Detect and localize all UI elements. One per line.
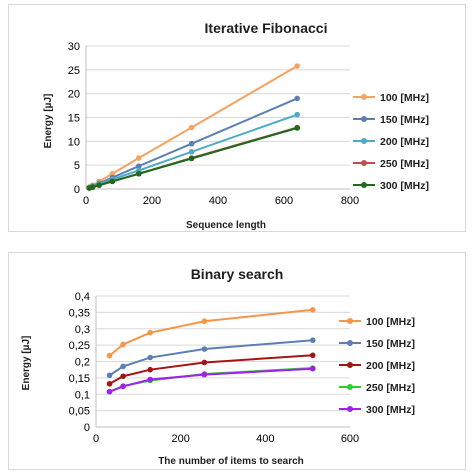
x-tick-label: 0 [83, 195, 89, 207]
legend-swatch-marker [347, 340, 353, 346]
y-tick-label: 0,15 [69, 373, 90, 385]
x-tick-label: 600 [341, 433, 359, 445]
chart-title: Binary search [191, 266, 284, 282]
data-point [106, 372, 113, 379]
data-point [309, 365, 316, 372]
legend-swatch-marker [347, 384, 353, 390]
data-point [201, 346, 208, 352]
data-point [109, 178, 116, 185]
data-point [147, 366, 153, 373]
binary-search-chart-panel: Binary search The number of items to sea… [8, 252, 466, 470]
legend-swatch-marker [361, 138, 367, 144]
y-tick-label: 0 [74, 184, 80, 196]
data-point [120, 363, 126, 370]
data-point [188, 155, 195, 162]
legend-swatch-marker [347, 406, 353, 412]
data-point [188, 124, 195, 131]
legend-label: 100 [MHz] [366, 316, 415, 328]
y-tick-label: 0,2 [75, 357, 90, 369]
data-point [188, 149, 195, 155]
legend-label: 250 [MHz] [380, 158, 429, 170]
binary-search-chart: Binary search The number of items to sea… [21, 266, 415, 467]
data-point [136, 170, 142, 177]
chart-title: Iterative Fibonacci [205, 20, 328, 36]
data-point [106, 352, 113, 359]
legend-label: 250 [MHz] [366, 382, 415, 394]
legend-swatch-marker [361, 116, 367, 122]
y-tick-label: 10 [68, 136, 80, 148]
data-point [294, 125, 301, 131]
data-point [120, 383, 126, 390]
data-point [294, 63, 301, 69]
y-axis-label: Energy [µJ] [21, 336, 32, 391]
data-point [120, 373, 126, 380]
y-tick-label: 25 [68, 65, 80, 77]
y-tick-label: 20 [68, 89, 80, 101]
data-point [106, 388, 113, 395]
legend-label: 200 [MHz] [366, 360, 415, 372]
legend-label: 150 [MHz] [380, 114, 429, 126]
y-tick-label: 0,25 [69, 340, 90, 352]
x-tick-label: 800 [341, 195, 359, 207]
y-axis-label: Energy [µJ] [43, 94, 54, 149]
y-tick-label: 0,3 [75, 324, 90, 336]
x-tick-label: 200 [171, 433, 189, 445]
data-point [201, 359, 208, 366]
data-point [147, 354, 153, 361]
data-point [309, 352, 316, 359]
x-tick-label: 600 [275, 195, 293, 207]
y-tick-label: 0,05 [69, 406, 90, 418]
data-point [294, 95, 301, 102]
data-point [147, 329, 153, 336]
x-axis-label: Sequence length [186, 220, 266, 231]
legend-label: 300 [MHz] [380, 180, 429, 192]
legend-swatch-marker [347, 362, 353, 368]
legend-label: 200 [MHz] [380, 136, 429, 148]
legend-swatch-marker [361, 182, 367, 188]
y-tick-label: 0 [84, 422, 90, 434]
x-axis-label: The number of items to search [158, 456, 304, 467]
data-point [96, 182, 102, 188]
data-point [309, 306, 316, 313]
x-tick-label: 0 [93, 433, 99, 445]
data-point [309, 337, 316, 344]
legend-label: 150 [MHz] [366, 338, 415, 350]
y-tick-label: 0,4 [75, 291, 90, 303]
data-point [201, 371, 208, 378]
y-tick-label: 0,35 [69, 307, 90, 319]
legend-swatch-marker [361, 160, 367, 166]
fibonacci-chart: Iterative Fibonacci Sequence length Ener… [43, 20, 429, 231]
data-point [120, 341, 126, 348]
y-tick-label: 5 [74, 160, 80, 172]
data-point [147, 376, 153, 383]
data-point [201, 318, 208, 325]
legend-swatch-marker [347, 318, 353, 324]
fibonacci-chart-panel: Iterative Fibonacci Sequence length Ener… [8, 4, 466, 232]
data-point [89, 184, 96, 190]
y-tick-label: 15 [68, 113, 80, 125]
legend-label: 300 [MHz] [366, 404, 415, 416]
data-point [136, 155, 142, 161]
legend-label: 100 [MHz] [380, 92, 429, 104]
data-point [106, 380, 113, 387]
data-point [136, 163, 142, 169]
x-tick-label: 400 [256, 433, 274, 445]
x-tick-label: 200 [143, 195, 161, 207]
x-tick-label: 400 [209, 195, 227, 207]
y-tick-label: 0,1 [75, 389, 90, 401]
data-point [294, 111, 301, 118]
data-point [188, 140, 195, 147]
legend-swatch-marker [361, 94, 367, 100]
y-tick-label: 30 [68, 41, 80, 53]
